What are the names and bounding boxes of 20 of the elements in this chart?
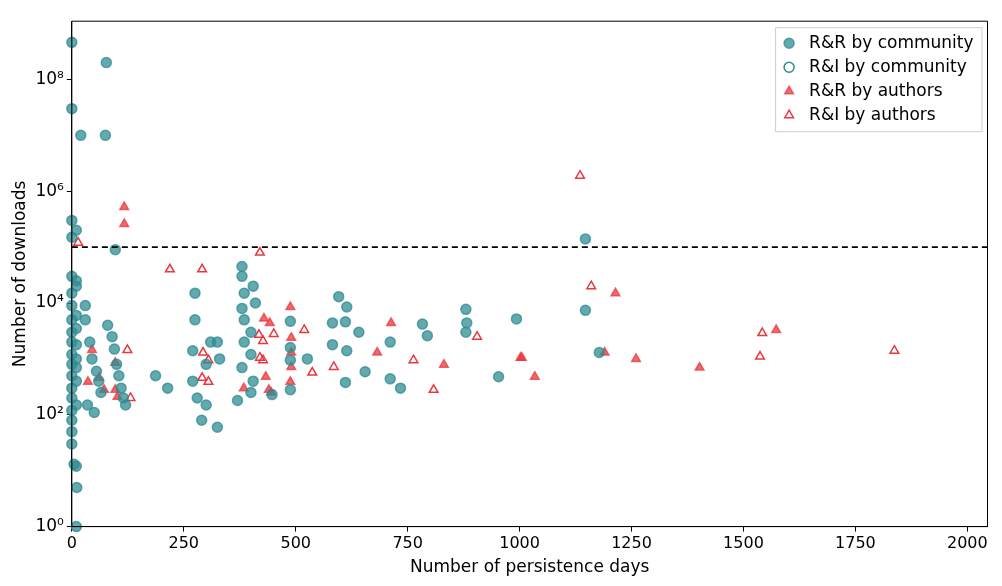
y-tick-label: 10⁶ xyxy=(35,179,65,200)
x-tick-label: 1500 xyxy=(723,532,764,552)
legend-label: R&R by authors xyxy=(809,79,943,100)
y-axis-title: Number of downloads xyxy=(8,180,29,368)
legend-label: R&R by community xyxy=(809,31,974,52)
legend-label: R&I by community xyxy=(809,55,967,76)
x-tick-label: 500 xyxy=(280,532,311,552)
legend-label: R&I by authors xyxy=(809,103,936,124)
y-tick-label: 10⁰ xyxy=(35,515,65,536)
x-tick-label: 750 xyxy=(392,532,423,552)
y-tick-label: 10² xyxy=(35,403,64,424)
x-tick-label: 1750 xyxy=(835,532,876,552)
x-tick-label: 1250 xyxy=(611,532,652,552)
y-tick-label: 10⁴ xyxy=(35,291,65,312)
x-tick-label: 2000 xyxy=(946,532,988,552)
x-axis-title: Number of persistence days xyxy=(409,556,650,577)
x-tick-label: 250 xyxy=(168,532,200,552)
x-tick-label: 1000 xyxy=(499,532,540,552)
y-tick-label: 10⁸ xyxy=(35,67,65,88)
x-tick-label: 0 xyxy=(66,532,77,552)
